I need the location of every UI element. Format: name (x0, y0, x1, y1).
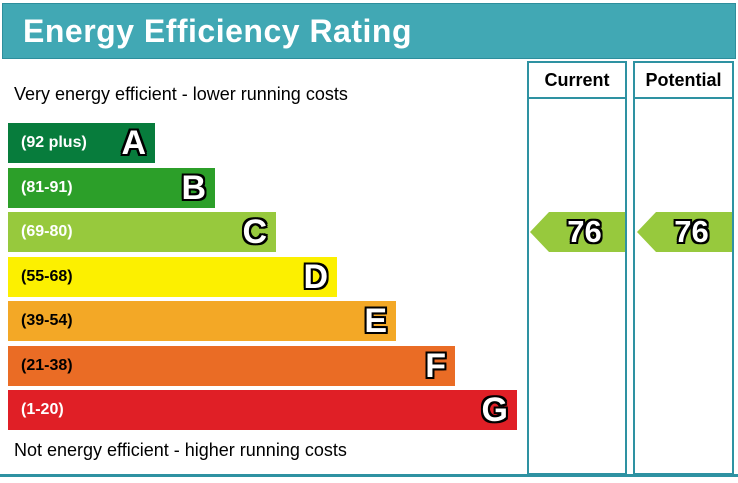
band-row-g: (1-20) G (8, 390, 517, 430)
current-column-header: Current (529, 63, 625, 99)
band-row-c: (69-80) C (8, 212, 276, 252)
current-rating-arrow: 76 (530, 212, 625, 252)
current-column: Current (527, 61, 627, 475)
bottom-border (0, 474, 738, 477)
band-range-label: (1-20) (21, 401, 64, 418)
band-row-e: (39-54) E (8, 301, 396, 341)
band-range-label: (92 plus) (21, 134, 87, 151)
chart-title: Energy Efficiency Rating (23, 12, 412, 49)
band-letter: D (303, 258, 328, 296)
potential-rating-arrow: 76 (637, 212, 732, 252)
band-letter: C (242, 213, 267, 251)
band-row-b: (81-91) B (8, 168, 215, 208)
band-range-label: (69-80) (21, 223, 73, 240)
band-row-d: (55-68) D (8, 257, 337, 297)
band-range-label: (39-54) (21, 312, 73, 329)
top-note: Very energy efficient - lower running co… (14, 84, 348, 104)
current-rating-value: 76 (567, 214, 602, 249)
bottom-note: Not energy efficient - higher running co… (14, 440, 347, 460)
band-letter: E (364, 302, 387, 340)
band-letter: A (121, 124, 146, 162)
band-range-label: (21-38) (21, 357, 73, 374)
potential-column-header: Potential (635, 63, 732, 99)
bands-container: (92 plus) A (81-91) B (69-80) C (55-68) D (39-54… (8, 123, 527, 430)
band-range-label: (55-68) (21, 268, 73, 285)
band-row-a: (92 plus) A (8, 123, 155, 163)
potential-rating-value: 76 (674, 214, 709, 249)
band-range-label: (81-91) (21, 179, 73, 196)
band-letter: G (481, 391, 508, 429)
potential-column: Potential (633, 61, 734, 475)
band-letter: F (425, 347, 446, 385)
chart-title-bar: Energy Efficiency Rating (2, 3, 736, 59)
band-letter: B (181, 169, 206, 207)
band-row-f: (21-38) F (8, 346, 455, 386)
